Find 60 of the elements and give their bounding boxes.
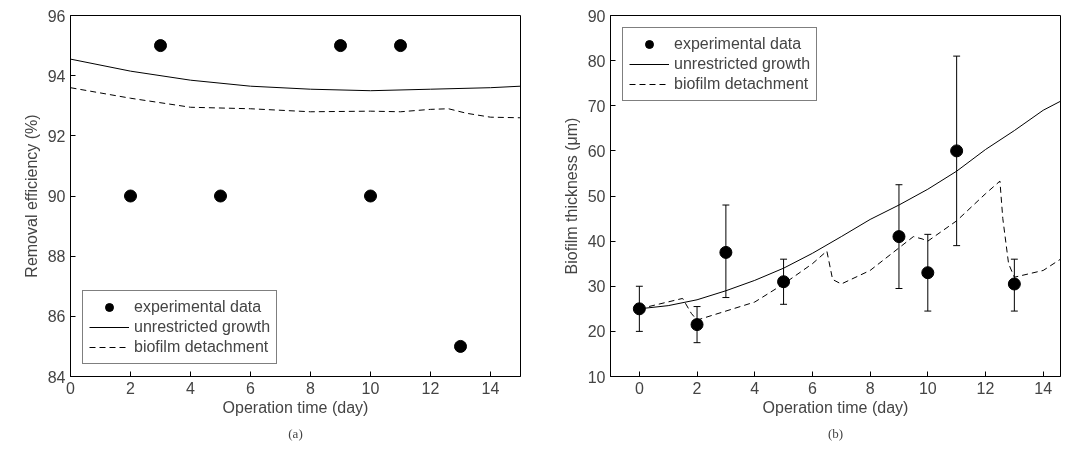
x-tick-label: 12 [976, 379, 995, 397]
y-tick-label: 90 [47, 188, 66, 205]
x-tick-label: 10 [918, 379, 937, 397]
point [950, 144, 964, 158]
x-tick-label: 14 [1034, 379, 1053, 397]
point [334, 39, 347, 53]
y-tick-label: 60 [587, 142, 606, 160]
point [124, 189, 137, 203]
point [1007, 277, 1021, 291]
legend-label: experimental data [134, 298, 262, 316]
legend-label: unrestricted growth [134, 318, 271, 336]
point [921, 266, 935, 280]
text: (a) [288, 425, 303, 441]
y-tick-label: 80 [587, 52, 606, 70]
y-tick-label: 40 [587, 233, 606, 251]
x-axis-title: Operation time (day) [762, 398, 909, 416]
line-series [70, 58, 521, 92]
point [154, 39, 167, 53]
y-tick-label: 86 [47, 308, 66, 326]
y-tick-label: 92 [47, 127, 66, 145]
point [454, 339, 467, 353]
legend-label: experimental data [674, 35, 802, 53]
legend-label: biofilm detachment [134, 338, 269, 356]
y-tick-label: 20 [587, 323, 606, 341]
y-tick-label: 70 [587, 97, 606, 115]
point [394, 39, 407, 53]
x-tick-label: 14 [481, 379, 500, 397]
x-tick-label: 6 [807, 379, 817, 397]
legend-label: biofilm detachment [674, 75, 809, 93]
x-tick-label: 2 [126, 379, 136, 397]
x-tick-label: 4 [186, 379, 196, 397]
x-tick-label: 8 [306, 379, 316, 397]
y-tick-label: 90 [587, 7, 606, 25]
point [214, 189, 227, 203]
x-tick-label: 8 [865, 379, 875, 397]
point [364, 189, 377, 203]
y-tick-label: 30 [587, 278, 606, 296]
y-tick-label: 50 [587, 188, 606, 205]
x-tick-label: 6 [246, 379, 256, 397]
y-tick-label: 84 [47, 368, 66, 386]
point [719, 245, 733, 259]
y-tick-label: 88 [47, 248, 66, 266]
x-tick-label: 2 [692, 379, 702, 397]
x-tick-label: 0 [66, 379, 76, 397]
y-axis-title: Removal efficiency (%) [22, 114, 40, 278]
x-tick-label: 0 [634, 379, 644, 397]
x-tick-label: 12 [421, 379, 440, 397]
text: (b) [827, 425, 844, 441]
y-axis-title: Biofilm thickness (μm) [562, 117, 580, 275]
y-tick-label: 94 [47, 67, 66, 85]
point [777, 275, 791, 289]
y-tick-label: 96 [47, 7, 66, 25]
x-tick-label: 4 [750, 379, 760, 397]
point [690, 318, 704, 332]
x-tick-label: 10 [361, 379, 380, 397]
point [632, 302, 646, 316]
x-axis-title: Operation time (day) [222, 398, 369, 416]
legend-label: unrestricted growth [674, 55, 811, 73]
point [892, 230, 906, 244]
y-tick-label: 10 [587, 368, 606, 386]
